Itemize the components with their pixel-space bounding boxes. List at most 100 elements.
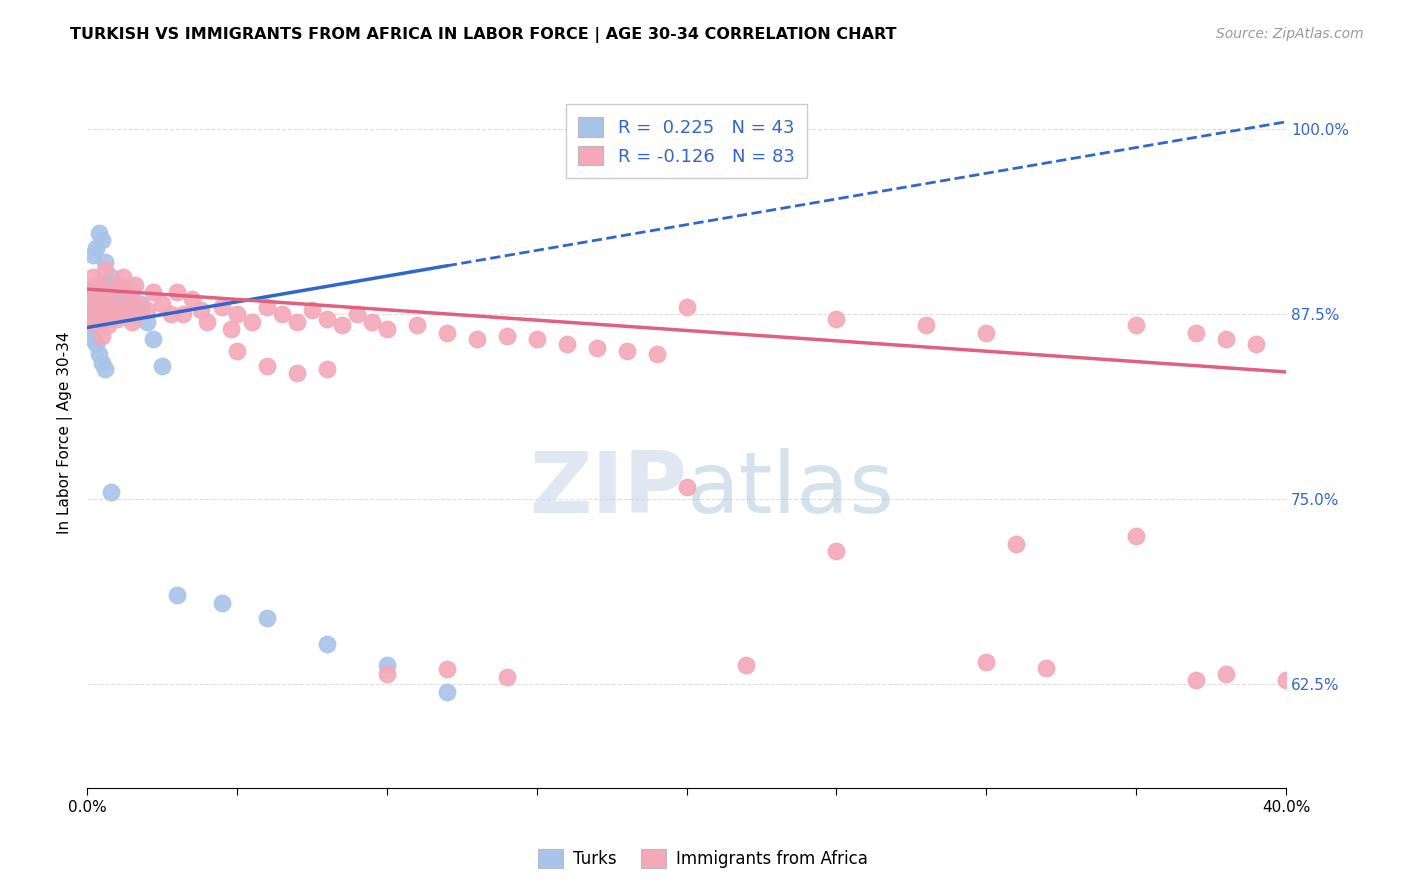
Point xyxy=(436,326,458,341)
Point xyxy=(91,329,114,343)
Legend: Turks, Immigrants from Africa: Turks, Immigrants from Africa xyxy=(531,843,875,875)
Text: Source: ZipAtlas.com: Source: ZipAtlas.com xyxy=(1216,27,1364,41)
Point xyxy=(97,302,120,317)
Point xyxy=(100,484,122,499)
Point xyxy=(1125,318,1147,332)
Point xyxy=(616,344,638,359)
Point xyxy=(974,326,997,341)
Point xyxy=(103,300,125,314)
Point xyxy=(405,318,427,332)
Point xyxy=(94,297,117,311)
Point xyxy=(160,307,183,321)
Point xyxy=(825,544,848,558)
Point xyxy=(112,270,135,285)
Point xyxy=(645,347,668,361)
Point xyxy=(91,315,114,329)
Point xyxy=(915,318,938,332)
Point xyxy=(103,307,125,321)
Point xyxy=(825,311,848,326)
Point xyxy=(129,300,152,314)
Point xyxy=(108,293,131,307)
Point xyxy=(94,255,117,269)
Point xyxy=(675,480,697,494)
Point xyxy=(94,362,117,376)
Point xyxy=(256,610,278,624)
Y-axis label: In Labor Force | Age 30-34: In Labor Force | Age 30-34 xyxy=(58,331,73,533)
Point xyxy=(270,307,292,321)
Point xyxy=(115,282,138,296)
Point xyxy=(226,344,249,359)
Point xyxy=(91,288,114,302)
Point xyxy=(91,233,114,247)
Point xyxy=(129,297,152,311)
Point xyxy=(84,315,107,329)
Point xyxy=(256,300,278,314)
Point xyxy=(375,666,398,681)
Point xyxy=(315,311,337,326)
Point xyxy=(735,657,758,672)
Point xyxy=(82,302,104,317)
Point xyxy=(105,297,128,311)
Point xyxy=(84,241,107,255)
Point xyxy=(190,302,212,317)
Point xyxy=(115,288,138,302)
Point xyxy=(118,307,141,321)
Point xyxy=(121,282,143,296)
Point xyxy=(150,297,173,311)
Point xyxy=(330,318,353,332)
Text: TURKISH VS IMMIGRANTS FROM AFRICA IN LABOR FORCE | AGE 30-34 CORRELATION CHART: TURKISH VS IMMIGRANTS FROM AFRICA IN LAB… xyxy=(70,27,897,43)
Point xyxy=(285,315,308,329)
Point xyxy=(100,307,122,321)
Point xyxy=(136,302,159,317)
Point xyxy=(974,655,997,669)
Point xyxy=(315,362,337,376)
Point xyxy=(79,315,101,329)
Text: atlas: atlas xyxy=(686,448,894,531)
Point xyxy=(1244,336,1267,351)
Point xyxy=(87,307,110,321)
Point xyxy=(1185,326,1208,341)
Point xyxy=(375,322,398,336)
Point xyxy=(240,315,263,329)
Point xyxy=(1035,661,1057,675)
Point xyxy=(82,248,104,262)
Point xyxy=(82,270,104,285)
Point xyxy=(211,300,233,314)
Point xyxy=(1005,536,1028,550)
Point xyxy=(166,588,188,602)
Point xyxy=(124,307,146,321)
Point xyxy=(91,356,114,370)
Point xyxy=(150,359,173,373)
Point xyxy=(94,262,117,277)
Point xyxy=(1125,529,1147,543)
Point xyxy=(585,341,607,355)
Point xyxy=(121,315,143,329)
Point xyxy=(301,302,323,317)
Point xyxy=(181,293,204,307)
Point xyxy=(219,322,242,336)
Point xyxy=(108,300,131,314)
Point xyxy=(100,285,122,299)
Point xyxy=(495,670,517,684)
Point xyxy=(142,332,165,346)
Point xyxy=(346,307,368,321)
Point xyxy=(84,293,107,307)
Point xyxy=(108,307,131,321)
Point xyxy=(100,288,122,302)
Point xyxy=(87,307,110,321)
Point xyxy=(105,277,128,292)
Point xyxy=(142,285,165,299)
Point xyxy=(226,307,249,321)
Point xyxy=(315,637,337,651)
Point xyxy=(166,285,188,299)
Point xyxy=(87,347,110,361)
Point xyxy=(79,300,101,314)
Point xyxy=(118,302,141,317)
Point xyxy=(100,270,122,285)
Point xyxy=(675,300,697,314)
Point xyxy=(526,332,548,346)
Text: ZIP: ZIP xyxy=(529,448,686,531)
Point xyxy=(1185,673,1208,687)
Point xyxy=(436,662,458,676)
Point xyxy=(121,293,143,307)
